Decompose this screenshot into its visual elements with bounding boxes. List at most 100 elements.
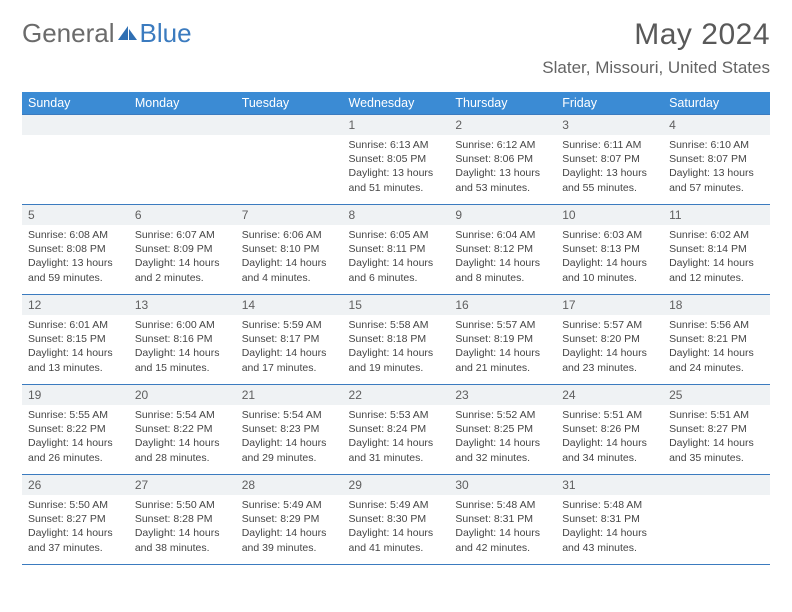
- month-title: May 2024: [542, 18, 770, 52]
- calendar-day-cell: 19Sunrise: 5:55 AMSunset: 8:22 PMDayligh…: [22, 385, 129, 475]
- day-number: 14: [236, 295, 343, 315]
- day-number: 20: [129, 385, 236, 405]
- day-number: 8: [343, 205, 450, 225]
- day-details: Sunrise: 5:55 AMSunset: 8:22 PMDaylight:…: [22, 405, 129, 469]
- calendar-day-cell: 20Sunrise: 5:54 AMSunset: 8:22 PMDayligh…: [129, 385, 236, 475]
- calendar-week-row: 19Sunrise: 5:55 AMSunset: 8:22 PMDayligh…: [22, 385, 770, 475]
- day-number: 18: [663, 295, 770, 315]
- day-number: 11: [663, 205, 770, 225]
- day-details: Sunrise: 5:57 AMSunset: 8:20 PMDaylight:…: [556, 315, 663, 379]
- day-details: Sunrise: 6:08 AMSunset: 8:08 PMDaylight:…: [22, 225, 129, 289]
- calendar-day-cell: 30Sunrise: 5:48 AMSunset: 8:31 PMDayligh…: [449, 475, 556, 565]
- day-details: Sunrise: 5:48 AMSunset: 8:31 PMDaylight:…: [449, 495, 556, 559]
- day-header: Sunday: [22, 92, 129, 115]
- day-number-empty: [236, 115, 343, 135]
- day-header: Monday: [129, 92, 236, 115]
- day-details: Sunrise: 5:49 AMSunset: 8:29 PMDaylight:…: [236, 495, 343, 559]
- calendar-week-row: 26Sunrise: 5:50 AMSunset: 8:27 PMDayligh…: [22, 475, 770, 565]
- calendar-day-cell: 26Sunrise: 5:50 AMSunset: 8:27 PMDayligh…: [22, 475, 129, 565]
- day-details: Sunrise: 6:04 AMSunset: 8:12 PMDaylight:…: [449, 225, 556, 289]
- calendar-day-cell: 2Sunrise: 6:12 AMSunset: 8:06 PMDaylight…: [449, 115, 556, 205]
- calendar-day-cell: [22, 115, 129, 205]
- day-details: Sunrise: 5:51 AMSunset: 8:26 PMDaylight:…: [556, 405, 663, 469]
- day-number: 3: [556, 115, 663, 135]
- calendar-day-cell: 1Sunrise: 6:13 AMSunset: 8:05 PMDaylight…: [343, 115, 450, 205]
- day-header: Saturday: [663, 92, 770, 115]
- calendar-day-cell: 12Sunrise: 6:01 AMSunset: 8:15 PMDayligh…: [22, 295, 129, 385]
- day-details: Sunrise: 5:48 AMSunset: 8:31 PMDaylight:…: [556, 495, 663, 559]
- day-details: Sunrise: 5:59 AMSunset: 8:17 PMDaylight:…: [236, 315, 343, 379]
- calendar-day-cell: 7Sunrise: 6:06 AMSunset: 8:10 PMDaylight…: [236, 205, 343, 295]
- calendar-day-cell: 14Sunrise: 5:59 AMSunset: 8:17 PMDayligh…: [236, 295, 343, 385]
- day-details: Sunrise: 5:58 AMSunset: 8:18 PMDaylight:…: [343, 315, 450, 379]
- day-details: Sunrise: 5:53 AMSunset: 8:24 PMDaylight:…: [343, 405, 450, 469]
- calendar-day-cell: 6Sunrise: 6:07 AMSunset: 8:09 PMDaylight…: [129, 205, 236, 295]
- day-details: Sunrise: 5:51 AMSunset: 8:27 PMDaylight:…: [663, 405, 770, 469]
- day-number: 26: [22, 475, 129, 495]
- day-number: 10: [556, 205, 663, 225]
- calendar-day-cell: 17Sunrise: 5:57 AMSunset: 8:20 PMDayligh…: [556, 295, 663, 385]
- calendar-day-cell: [236, 115, 343, 205]
- calendar-day-cell: 18Sunrise: 5:56 AMSunset: 8:21 PMDayligh…: [663, 295, 770, 385]
- calendar-day-cell: 4Sunrise: 6:10 AMSunset: 8:07 PMDaylight…: [663, 115, 770, 205]
- day-number: 2: [449, 115, 556, 135]
- day-number: 15: [343, 295, 450, 315]
- day-details: Sunrise: 6:00 AMSunset: 8:16 PMDaylight:…: [129, 315, 236, 379]
- day-details: Sunrise: 6:03 AMSunset: 8:13 PMDaylight:…: [556, 225, 663, 289]
- day-details: Sunrise: 6:10 AMSunset: 8:07 PMDaylight:…: [663, 135, 770, 199]
- day-number: 9: [449, 205, 556, 225]
- day-details: Sunrise: 6:01 AMSunset: 8:15 PMDaylight:…: [22, 315, 129, 379]
- day-number: 17: [556, 295, 663, 315]
- day-number: 6: [129, 205, 236, 225]
- calendar-day-cell: 31Sunrise: 5:48 AMSunset: 8:31 PMDayligh…: [556, 475, 663, 565]
- calendar-day-cell: 28Sunrise: 5:49 AMSunset: 8:29 PMDayligh…: [236, 475, 343, 565]
- day-number-empty: [22, 115, 129, 135]
- day-header-row: Sunday Monday Tuesday Wednesday Thursday…: [22, 92, 770, 115]
- calendar-week-row: 1Sunrise: 6:13 AMSunset: 8:05 PMDaylight…: [22, 115, 770, 205]
- day-details: Sunrise: 6:11 AMSunset: 8:07 PMDaylight:…: [556, 135, 663, 199]
- calendar-day-cell: 15Sunrise: 5:58 AMSunset: 8:18 PMDayligh…: [343, 295, 450, 385]
- day-details: Sunrise: 5:52 AMSunset: 8:25 PMDaylight:…: [449, 405, 556, 469]
- calendar-day-cell: 29Sunrise: 5:49 AMSunset: 8:30 PMDayligh…: [343, 475, 450, 565]
- day-number: 1: [343, 115, 450, 135]
- calendar-day-cell: 27Sunrise: 5:50 AMSunset: 8:28 PMDayligh…: [129, 475, 236, 565]
- calendar-day-cell: 10Sunrise: 6:03 AMSunset: 8:13 PMDayligh…: [556, 205, 663, 295]
- logo-sail-icon: [116, 18, 138, 49]
- calendar-day-cell: 22Sunrise: 5:53 AMSunset: 8:24 PMDayligh…: [343, 385, 450, 475]
- calendar-day-cell: 11Sunrise: 6:02 AMSunset: 8:14 PMDayligh…: [663, 205, 770, 295]
- day-details: Sunrise: 5:50 AMSunset: 8:27 PMDaylight:…: [22, 495, 129, 559]
- calendar-day-cell: 21Sunrise: 5:54 AMSunset: 8:23 PMDayligh…: [236, 385, 343, 475]
- day-header: Friday: [556, 92, 663, 115]
- day-header: Wednesday: [343, 92, 450, 115]
- day-number: 31: [556, 475, 663, 495]
- day-number: 25: [663, 385, 770, 405]
- day-number: 4: [663, 115, 770, 135]
- day-number: 29: [343, 475, 450, 495]
- title-block: May 2024 Slater, Missouri, United States: [542, 18, 770, 78]
- day-details: Sunrise: 6:05 AMSunset: 8:11 PMDaylight:…: [343, 225, 450, 289]
- page-header: General Blue May 2024 Slater, Missouri, …: [22, 18, 770, 78]
- day-header: Tuesday: [236, 92, 343, 115]
- logo-text-blue: Blue: [140, 18, 192, 49]
- calendar-day-cell: 3Sunrise: 6:11 AMSunset: 8:07 PMDaylight…: [556, 115, 663, 205]
- calendar-day-cell: 5Sunrise: 6:08 AMSunset: 8:08 PMDaylight…: [22, 205, 129, 295]
- day-details: Sunrise: 6:02 AMSunset: 8:14 PMDaylight:…: [663, 225, 770, 289]
- calendar-week-row: 12Sunrise: 6:01 AMSunset: 8:15 PMDayligh…: [22, 295, 770, 385]
- calendar-table: Sunday Monday Tuesday Wednesday Thursday…: [22, 92, 770, 565]
- day-details: Sunrise: 5:50 AMSunset: 8:28 PMDaylight:…: [129, 495, 236, 559]
- day-number: 7: [236, 205, 343, 225]
- day-number: 5: [22, 205, 129, 225]
- day-number: 19: [22, 385, 129, 405]
- calendar-day-cell: 13Sunrise: 6:00 AMSunset: 8:16 PMDayligh…: [129, 295, 236, 385]
- day-number-empty: [663, 475, 770, 495]
- location-label: Slater, Missouri, United States: [542, 58, 770, 78]
- day-details: Sunrise: 5:57 AMSunset: 8:19 PMDaylight:…: [449, 315, 556, 379]
- calendar-day-cell: 24Sunrise: 5:51 AMSunset: 8:26 PMDayligh…: [556, 385, 663, 475]
- logo: General Blue: [22, 18, 192, 49]
- day-number: 30: [449, 475, 556, 495]
- calendar-day-cell: 23Sunrise: 5:52 AMSunset: 8:25 PMDayligh…: [449, 385, 556, 475]
- day-number-empty: [129, 115, 236, 135]
- day-header: Thursday: [449, 92, 556, 115]
- day-number: 21: [236, 385, 343, 405]
- calendar-day-cell: [129, 115, 236, 205]
